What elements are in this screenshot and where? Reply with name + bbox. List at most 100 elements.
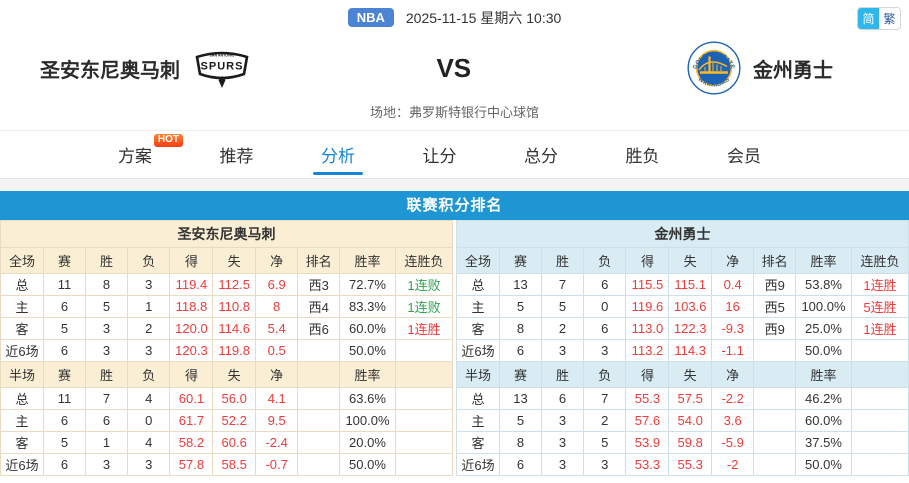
table-cell: 3 xyxy=(126,339,171,362)
league-badge: NBA xyxy=(347,8,394,27)
tab-total[interactable]: 总分 xyxy=(524,147,558,166)
table-row: 客 5 1 4 58.2 60.6 -2.4 20.0% xyxy=(0,431,453,454)
table-cell: -1.1 xyxy=(710,339,755,362)
tab-winloss[interactable]: 胜负 xyxy=(625,147,660,166)
away-team: GOLDEN STATE WARRIORS 金州勇士 xyxy=(687,41,833,95)
column-header: 赛 xyxy=(498,247,542,274)
table-cell: 5 xyxy=(498,295,542,318)
table-cell: 1连胜 xyxy=(851,317,909,340)
table-row: 近6场 6 3 3 113.2 114.3 -1.1 50.0% xyxy=(456,339,909,362)
column-header: 胜率 xyxy=(338,247,397,274)
column-header: 失 xyxy=(212,247,256,274)
table-cell: 20.0% xyxy=(338,431,397,454)
table-cell: 3 xyxy=(84,317,129,340)
away-standings: 金州勇士 全场赛胜负得失净排名 胜率 连胜负 总 13 7 6 115.5 115.1 0.4 西… xyxy=(456,220,909,476)
table-cell: 3 xyxy=(84,453,129,476)
table-cell: 57.8 xyxy=(169,453,214,476)
table-cell: -0.7 xyxy=(254,453,299,476)
table-cell: 6.9 xyxy=(254,273,299,296)
table-cell: 4 xyxy=(126,431,171,454)
table-cell: 近6场 xyxy=(0,339,44,362)
table-cell: 9.5 xyxy=(254,409,299,432)
table-cell: 西3 xyxy=(297,273,340,296)
column-header: 负 xyxy=(582,247,627,274)
column-header: 净 xyxy=(710,361,755,388)
table-cell: 5 xyxy=(540,295,585,318)
tab-recommend[interactable]: 推荐 xyxy=(219,147,254,166)
table-cell: 6 xyxy=(42,339,86,362)
table-row: 近6场 6 3 3 57.8 58.5 -0.7 50.0% xyxy=(0,453,453,476)
table-row: 总 13 6 7 55.3 57.5 -2.2 46.2% xyxy=(456,387,909,410)
table-cell: 3 xyxy=(540,339,585,362)
full-game-rows: 总 13 7 6 115.5 115.1 0.4 西9 53.8% 1连胜主 5 5 0 119.6 103… xyxy=(456,273,909,362)
table-cell: 115.5 xyxy=(625,273,670,296)
tab-member[interactable]: 会员 xyxy=(727,147,761,166)
section-title-banner: 联赛积分排名 xyxy=(0,191,909,220)
column-header: 失 xyxy=(212,361,256,388)
table-cell: 6 xyxy=(42,409,86,432)
table-cell: 7 xyxy=(582,387,627,410)
table-cell: 120.0 xyxy=(169,317,214,340)
table-cell: 115.1 xyxy=(668,273,712,296)
table-cell: 25.0% xyxy=(794,317,853,340)
table-cell: 6 xyxy=(498,453,542,476)
match-header: 圣安东尼奥马刺 SAN ANTONIO SPURS VS GOLDEN STAT… xyxy=(0,35,909,101)
warriors-logo-bottom-text: WARRIORS xyxy=(697,77,731,89)
table-cell: 72.7% xyxy=(338,273,397,296)
table-row: 总 11 8 3 119.4 112.5 6.9 西3 72.7% 1连败 xyxy=(0,273,453,296)
table-cell xyxy=(395,431,453,454)
table-cell: 52.2 xyxy=(212,409,256,432)
table-cell: 119.8 xyxy=(212,339,256,362)
table-cell: 主 xyxy=(0,295,44,318)
table-row: 近6场 6 3 3 53.3 55.3 -2 50.0% xyxy=(456,453,909,476)
tab-spread[interactable]: 让分 xyxy=(422,147,457,166)
table-row: 圣安东尼奥马刺 xyxy=(0,220,453,248)
table-cell: 客 xyxy=(456,431,500,454)
table-cell: 50.0% xyxy=(794,339,853,362)
lang-simplified-button[interactable]: 简 xyxy=(858,8,879,29)
table-cell: 西5 xyxy=(753,295,796,318)
table-cell: 13 xyxy=(498,387,542,410)
table-cell: 西9 xyxy=(753,317,796,340)
table-cell xyxy=(851,387,909,410)
table-cell xyxy=(395,387,453,410)
tab-analysis[interactable]: 分析 xyxy=(313,131,363,178)
table-cell: 118.8 xyxy=(169,295,214,318)
table-cell: 3 xyxy=(540,431,585,454)
column-header: 赛 xyxy=(42,361,86,388)
table-cell: 3 xyxy=(126,453,171,476)
table-cell: 46.2% xyxy=(794,387,853,410)
table-cell: 6 xyxy=(582,317,627,340)
table-cell xyxy=(297,387,340,410)
column-header: 得 xyxy=(625,247,670,274)
table-cell: 63.6% xyxy=(338,387,397,410)
table-cell xyxy=(851,453,909,476)
column-header: 排名 xyxy=(753,247,796,274)
table-cell: 37.5% xyxy=(794,431,853,454)
table-header-row: 半场赛胜负得失净 胜率 xyxy=(456,361,909,388)
table-cell: -2.4 xyxy=(254,431,299,454)
table-cell: 3 xyxy=(84,339,129,362)
table-cell: 50.0% xyxy=(794,453,853,476)
table-cell: 客 xyxy=(0,431,44,454)
spurs-logo-icon: SAN ANTONIO SPURS xyxy=(195,51,249,88)
table-cell: 总 xyxy=(0,387,44,410)
tab-plan[interactable]: 方案 HOT xyxy=(118,131,183,178)
table-cell: 8 xyxy=(498,431,542,454)
column-header: 半场 xyxy=(456,361,500,388)
table-cell: 58.2 xyxy=(169,431,214,454)
table-cell: 总 xyxy=(456,387,500,410)
table-cell: 57.6 xyxy=(625,409,670,432)
table-cell: 6 xyxy=(498,339,542,362)
table-cell: 5 xyxy=(84,295,129,318)
table-cell: 2 xyxy=(126,317,171,340)
table-cell: 3 xyxy=(582,339,627,362)
table-cell: 0.5 xyxy=(254,339,299,362)
table-cell: 11 xyxy=(42,387,86,410)
table-row: 客 8 2 6 113.0 122.3 -9.3 西9 25.0% 1连胜 xyxy=(456,317,909,340)
nav-tabs: 方案 HOT 推荐 分析 让分 总分 胜负 会员 xyxy=(0,131,909,178)
column-header: 连胜负 xyxy=(395,247,453,274)
lang-traditional-button[interactable]: 繁 xyxy=(879,8,900,29)
team-name-cell: 圣安东尼奥马刺 xyxy=(0,220,453,248)
table-cell: 7 xyxy=(540,273,585,296)
